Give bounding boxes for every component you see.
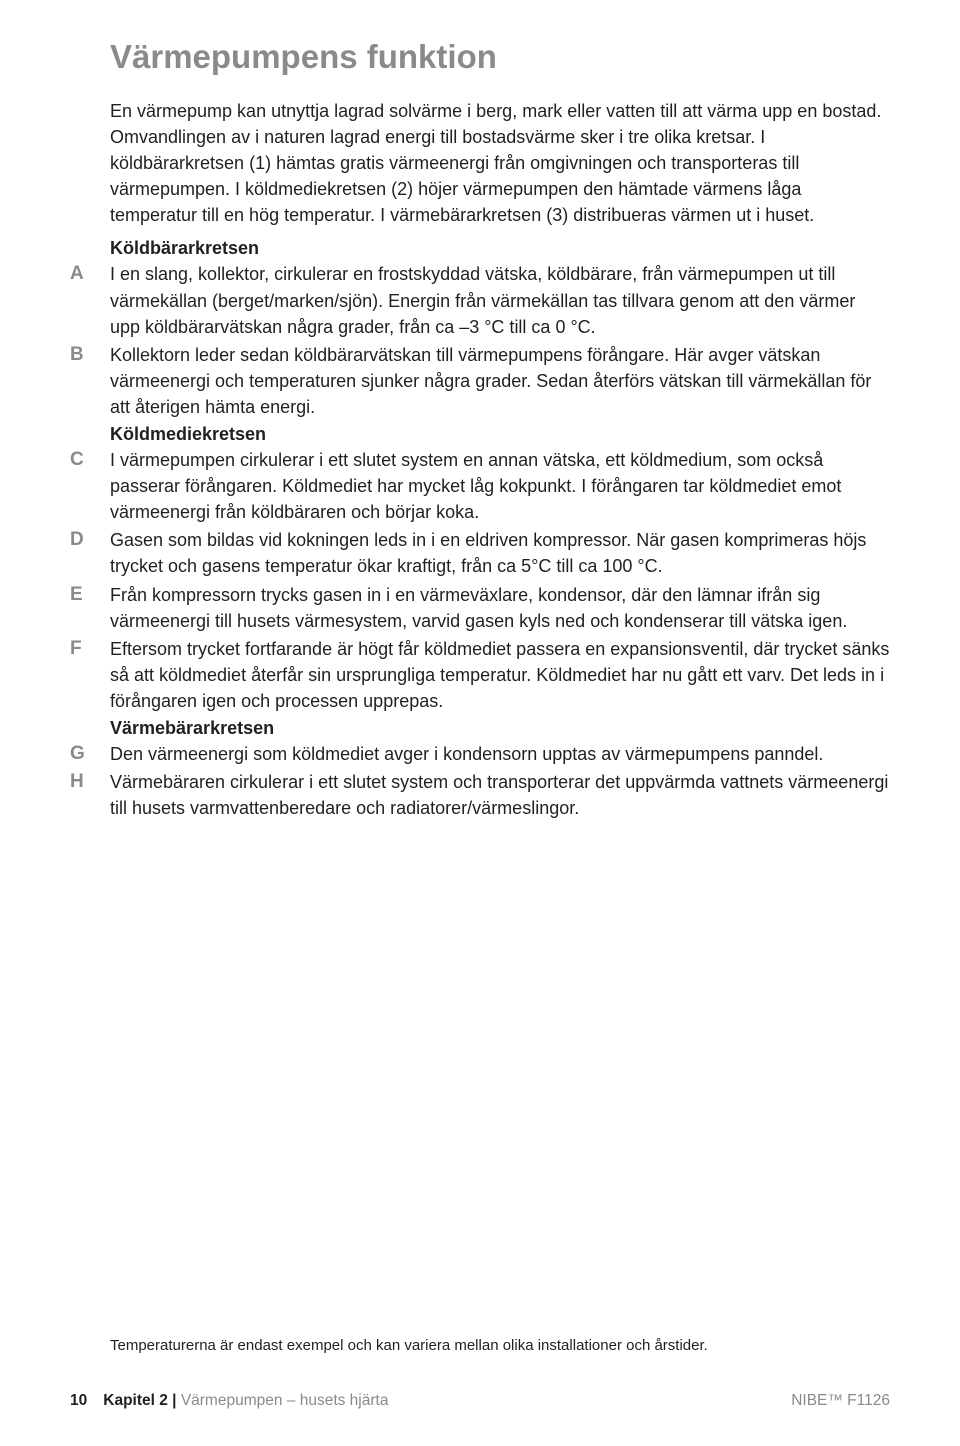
item-letter: F — [70, 636, 110, 660]
item-letter: H — [70, 769, 110, 793]
item-text: Från kompressorn trycks gasen in i en vä… — [110, 582, 890, 634]
list-item: C I värmepumpen cirkulerar i ett slutet … — [70, 447, 890, 525]
section-subtitle: Värmebärarkretsen — [110, 718, 890, 739]
list-item: B Kollektorn leder sedan köldbärarvätska… — [70, 342, 890, 420]
page-title: Värmepumpens funktion — [110, 38, 890, 76]
item-text: Den värmeenergi som köldmediet avger i k… — [110, 741, 890, 767]
item-letter: A — [70, 261, 110, 285]
page-number: 10 — [70, 1392, 87, 1410]
chapter-name: Värmepumpen – husets hjärta — [181, 1392, 389, 1409]
list-item: G Den värmeenergi som köldmediet avger i… — [70, 741, 890, 767]
list-item: A I en slang, kollektor, cirkulerar en f… — [70, 261, 890, 339]
list-item: F Eftersom trycket fortfarande är högt f… — [70, 636, 890, 714]
page-footer: 10 Kapitel 2 | Värmepumpen – husets hjär… — [0, 1392, 960, 1410]
footnote: Temperaturerna är endast exempel och kan… — [110, 1337, 890, 1354]
item-text: Eftersom trycket fortfarande är högt får… — [110, 636, 890, 714]
item-letter: E — [70, 582, 110, 606]
item-text: Värmebäraren cirkulerar i ett slutet sys… — [110, 769, 890, 821]
item-letter: D — [70, 527, 110, 551]
footer-left: 10 Kapitel 2 | Värmepumpen – husets hjär… — [70, 1392, 388, 1410]
item-text: Gasen som bildas vid kokningen leds in i… — [110, 527, 890, 579]
intro-paragraph: En värmepump kan utnyttja lagrad solvärm… — [110, 98, 890, 228]
product-name: NIBE™ F1126 — [791, 1392, 890, 1410]
list-item: E Från kompressorn trycks gasen in i en … — [70, 582, 890, 634]
list-item: H Värmebäraren cirkulerar i ett slutet s… — [70, 769, 890, 821]
section-subtitle: Köldbärarkretsen — [110, 238, 890, 259]
list-item: D Gasen som bildas vid kokningen leds in… — [70, 527, 890, 579]
item-text: Kollektorn leder sedan köldbärarvätskan … — [110, 342, 890, 420]
item-letter: C — [70, 447, 110, 471]
item-text: I värmepumpen cirkulerar i ett slutet sy… — [110, 447, 890, 525]
chapter-label: Kapitel 2 | — [103, 1392, 176, 1409]
section-subtitle: Köldmediekretsen — [110, 424, 890, 445]
item-letter: G — [70, 741, 110, 765]
item-letter: B — [70, 342, 110, 366]
item-text: I en slang, kollektor, cirkulerar en fro… — [110, 261, 890, 339]
